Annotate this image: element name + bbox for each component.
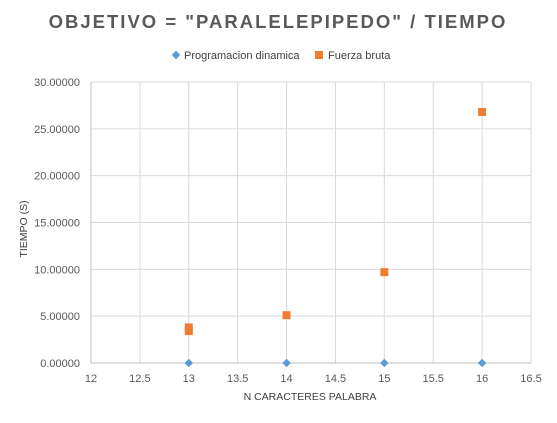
x-tick-label: 15.5 (423, 373, 444, 385)
y-tick-label: 5.00000 (40, 311, 80, 323)
tick-labels: 12 12.5 13 13.5 14 14.5 15 15.5 16 16.5 0.00000 5.0… (34, 77, 542, 385)
y-tick-label: 30.00000 (34, 77, 80, 89)
data-point-fuerza-bruta (380, 268, 389, 277)
legend-marker-programacion-dinamica (171, 50, 181, 60)
y-tick-label: 0.00000 (40, 358, 80, 370)
y-tick-label: 20.00000 (34, 171, 80, 183)
data-point-programacion-dinamica (477, 358, 487, 368)
legend: Programacion dinamica Fuerza bruta (171, 50, 391, 62)
data-point-programacion-dinamica (282, 358, 291, 368)
x-tick-label: 13.5 (227, 373, 248, 385)
x-tick-label: 16.5 (520, 373, 541, 385)
chart-title: OBJETIVO = "PARALELEPIPEDO" / TIEMPO (49, 11, 508, 32)
x-tick-label: 12.5 (129, 373, 150, 385)
legend-label-fuerza-bruta: Fuerza bruta (328, 50, 391, 62)
x-tick-label: 13 (183, 373, 195, 385)
y-tick-label: 10.00000 (34, 264, 80, 276)
y-axis-label: TIEMPO (S) (18, 200, 30, 257)
data-point-fuerza-bruta (184, 323, 193, 332)
y-tick-label: 15.00000 (34, 218, 80, 230)
gridlines (91, 81, 532, 363)
axes (90, 82, 531, 364)
x-tick-label: 12 (85, 373, 97, 385)
y-tick-label: 25.00000 (34, 124, 80, 136)
x-tick-label: 14 (280, 373, 292, 385)
x-tick-label: 14.5 (325, 373, 346, 385)
x-tick-label: 15 (378, 373, 390, 385)
legend-marker-fuerza-bruta (315, 51, 323, 59)
data-point-fuerza-bruta (478, 107, 487, 116)
data-point-fuerza-bruta (282, 311, 291, 320)
data-points (184, 107, 487, 368)
data-point-programacion-dinamica (184, 358, 194, 368)
x-tick-label: 16 (476, 373, 488, 385)
legend-label-programacion-dinamica: Programacion dinamica (184, 50, 300, 62)
data-point-programacion-dinamica (380, 358, 389, 368)
x-axis-label: N CARACTERES PALABRA (244, 391, 377, 403)
